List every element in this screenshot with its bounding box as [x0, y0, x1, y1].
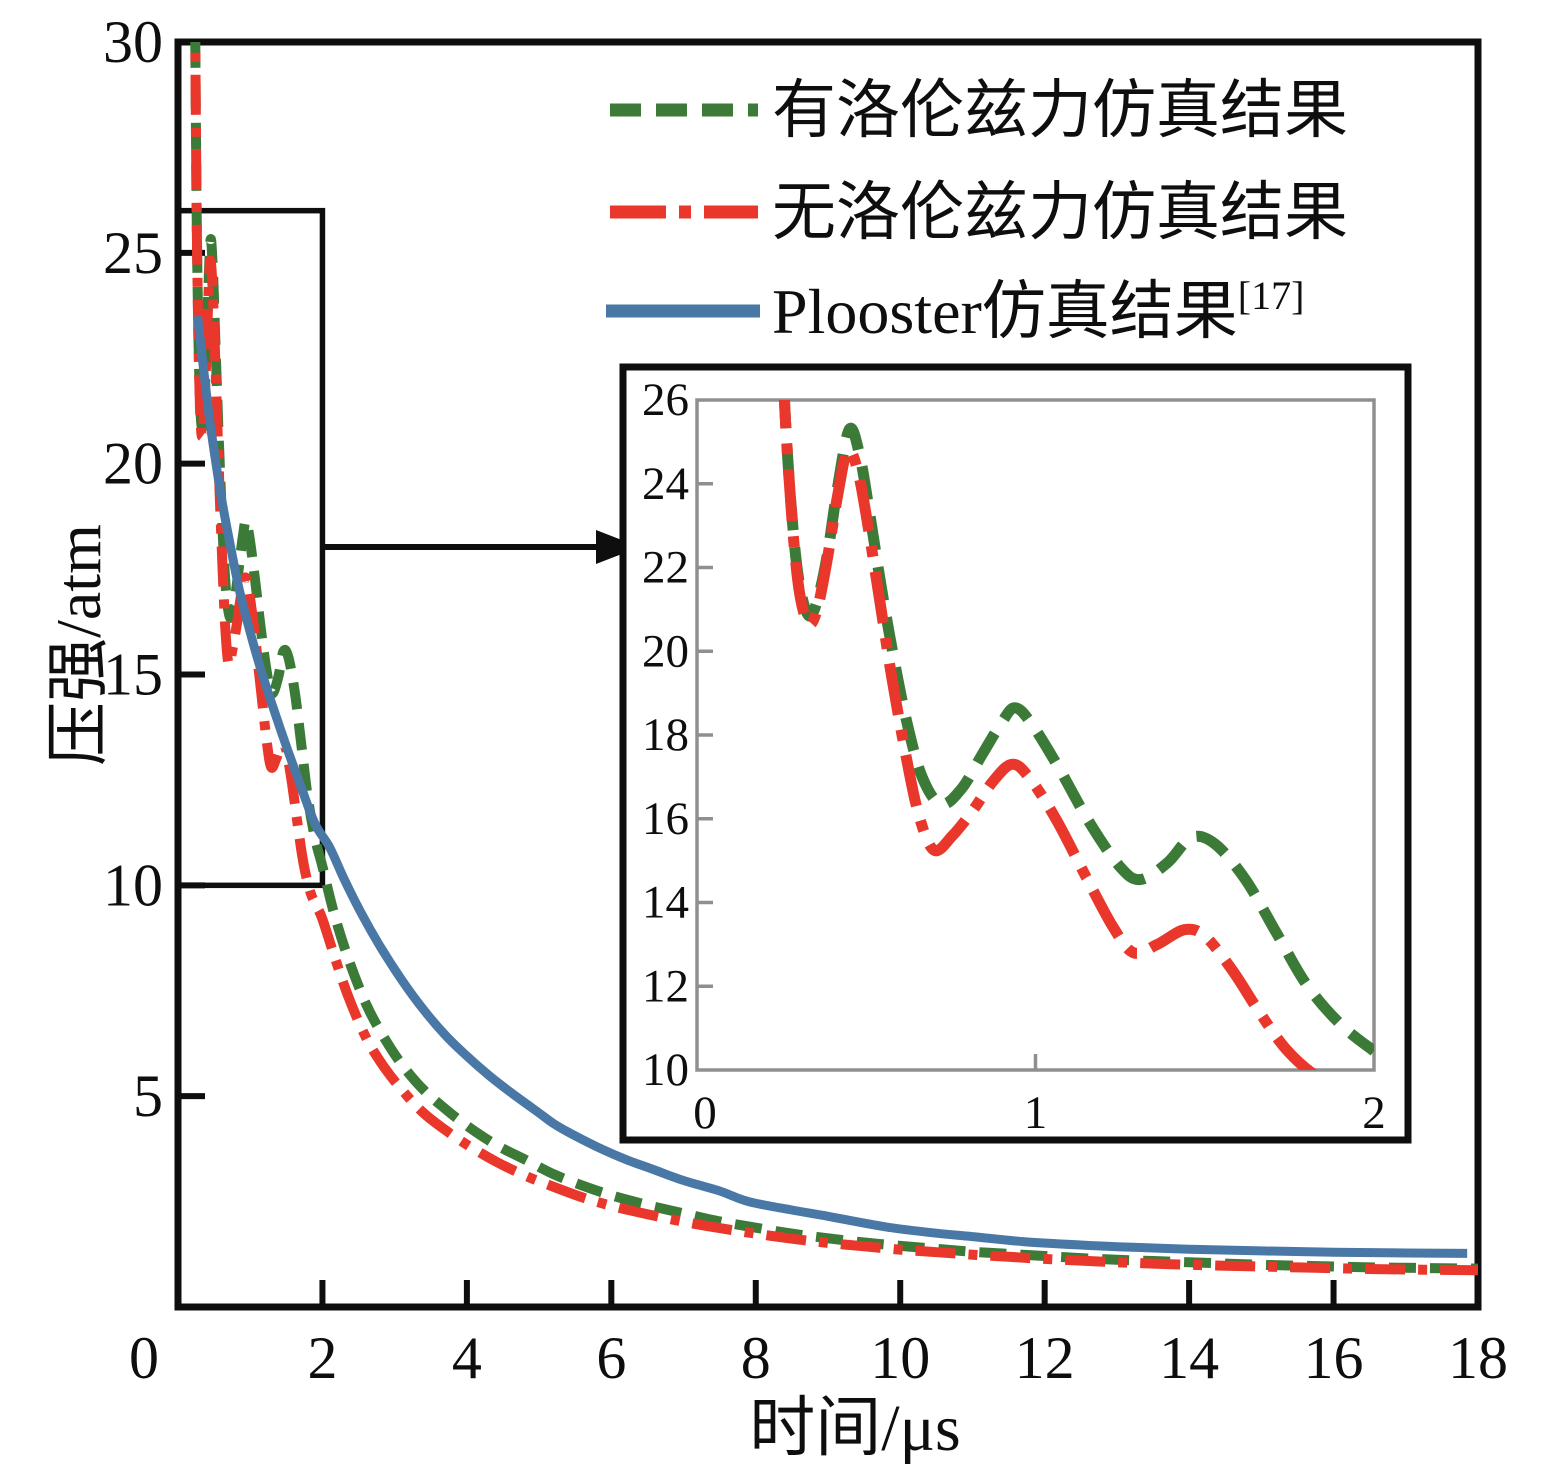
inset-y-tick-label: 18	[642, 709, 689, 761]
legend-label-plooster-citation: [17]	[1238, 273, 1305, 318]
y-axis-title: 压强/atm	[43, 524, 114, 766]
inset-y-tick-label: 20	[642, 625, 689, 677]
main-x-tick-label: 0	[129, 1325, 159, 1391]
main-y-tick-label: 20	[103, 431, 163, 497]
series-lorentz-curve-inset	[778, 400, 1374, 1056]
main-x-tick-label: 8	[741, 1325, 771, 1391]
main-y-tick-label: 25	[103, 220, 163, 286]
inset-y-tick-label: 26	[642, 374, 689, 426]
legend-item-lorentz: 有洛伦兹力仿真结果	[610, 75, 1348, 146]
inset-y-tick-label: 24	[642, 458, 689, 510]
inset-y-tick-label: 12	[642, 960, 689, 1012]
main-x-tick-label: 12	[1015, 1325, 1075, 1391]
legend-item-no-lorentz: 无洛伦兹力仿真结果	[610, 177, 1348, 248]
inset-y-tick-label: 10	[642, 1044, 689, 1096]
zoom-connector-arrow	[322, 530, 640, 564]
legend-label-plooster: Plooster仿真结果[17]	[772, 273, 1304, 347]
main-x-tick-label: 18	[1448, 1325, 1508, 1391]
inset-x-tick-label: 2	[1362, 1087, 1386, 1139]
main-plot-curves	[190, 42, 1478, 1276]
main-x-tick-label: 4	[452, 1325, 482, 1391]
main-x-tick-label: 16	[1304, 1325, 1364, 1391]
main-x-tick-label: 14	[1159, 1325, 1219, 1391]
series-plooster-curve-main	[193, 315, 1468, 1258]
inset-outer-frame	[619, 363, 1412, 1144]
legend: 有洛伦兹力仿真结果 无洛伦兹力仿真结果 Plooster仿真结果[17]	[606, 75, 1348, 347]
inset-x-tick-label: 0	[693, 1087, 717, 1139]
main-y-tick-label: 10	[103, 852, 163, 918]
main-x-tick-label: 2	[307, 1325, 337, 1391]
main-x-tick-label: 6	[596, 1325, 626, 1391]
legend-label-plooster-text: Plooster仿真结果	[772, 276, 1238, 347]
main-y-tick-label: 5	[133, 1063, 163, 1129]
inset-curves	[778, 400, 1374, 1070]
legend-label-no-lorentz: 无洛伦兹力仿真结果	[772, 177, 1348, 248]
main-y-tick-label: 15	[103, 642, 163, 708]
arrow-head-icon	[596, 530, 640, 564]
legend-item-plooster: Plooster仿真结果[17]	[606, 273, 1304, 347]
x-axis-title: 时间/μs	[749, 1392, 960, 1465]
main-x-tick-label: 10	[870, 1325, 930, 1391]
inset-y-tick-label: 22	[642, 542, 689, 594]
series-no_lorentz-curve-inset	[778, 400, 1318, 1070]
inset-y-tick-label: 16	[642, 793, 689, 845]
legend-label-lorentz: 有洛伦兹力仿真结果	[772, 75, 1348, 146]
inset-y-tick-label: 14	[642, 877, 689, 929]
series-no_lorentz-curve-main	[190, 42, 1478, 1276]
main-y-tick-label: 30	[103, 9, 163, 75]
inset-x-tick-label: 1	[1024, 1087, 1048, 1139]
